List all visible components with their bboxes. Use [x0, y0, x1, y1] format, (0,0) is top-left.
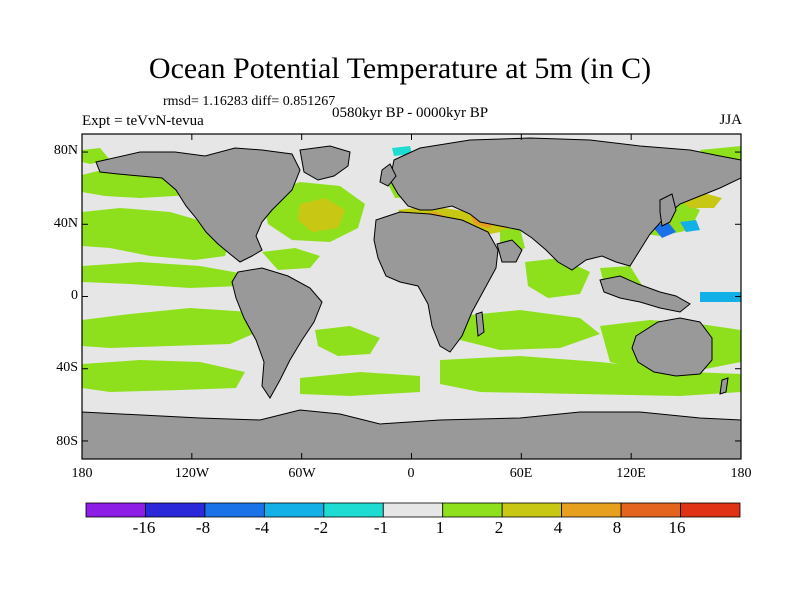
colorbar-box — [145, 502, 206, 518]
colorbar — [85, 502, 741, 518]
colorbar-tick-label: -4 — [254, 518, 270, 537]
colorbar-box — [442, 502, 503, 518]
map-title: Ocean Potential Temperature at 5m (in C) — [148, 52, 652, 85]
y-tick-label: 40N — [53, 216, 78, 231]
x-tick-label: 60E — [509, 466, 533, 481]
land-masses — [82, 137, 741, 459]
x-tick-label: 180 — [71, 466, 93, 481]
season-label: JJA — [719, 112, 742, 128]
colorbar-box — [501, 502, 563, 518]
y-tick-label: 80N — [53, 143, 78, 158]
colorbar-box — [204, 502, 265, 518]
colorbar-box — [263, 502, 325, 518]
x-tick-label: 120W — [174, 466, 210, 481]
colorbar-box — [680, 502, 741, 518]
colorbar-tick-label: -1 — [373, 518, 389, 537]
colorbar-tick-label: -16 — [132, 518, 156, 537]
colorbar-tick-label: 4 — [553, 518, 563, 537]
colorbar-tick-label: -2 — [313, 518, 329, 537]
y-tick-label: 0 — [71, 288, 78, 303]
stats-label: rmsd= 1.16283 diff= 0.851267 — [163, 94, 336, 109]
colorbar-box — [382, 502, 444, 518]
x-tick-label: 60W — [288, 466, 316, 481]
colorbar-tick-label: 2 — [494, 518, 504, 537]
colorbar-tick-label: 16 — [668, 518, 686, 537]
colorbar-box — [85, 502, 146, 518]
x-tick-label: 180 — [730, 466, 752, 481]
axis-ticks — [81, 134, 742, 459]
map-panel — [82, 134, 741, 459]
colorbar-tick-label: 8 — [612, 518, 622, 537]
colorbar-box — [323, 502, 384, 518]
colorbar-tick-label: 1 — [435, 518, 445, 537]
period-label: 0580kyr BP - 0000kyr BP — [331, 105, 489, 121]
y-tick-label: 40S — [56, 360, 78, 375]
experiment-label: Expt = teVvN-tevua — [82, 113, 204, 129]
colorbar-box — [620, 502, 681, 518]
colorbar-box — [561, 502, 622, 518]
x-tick-label: 120E — [616, 466, 646, 481]
x-tick-label: 0 — [407, 466, 415, 481]
y-tick-label: 80S — [56, 434, 78, 449]
colorbar-tick-label: -8 — [195, 518, 211, 537]
